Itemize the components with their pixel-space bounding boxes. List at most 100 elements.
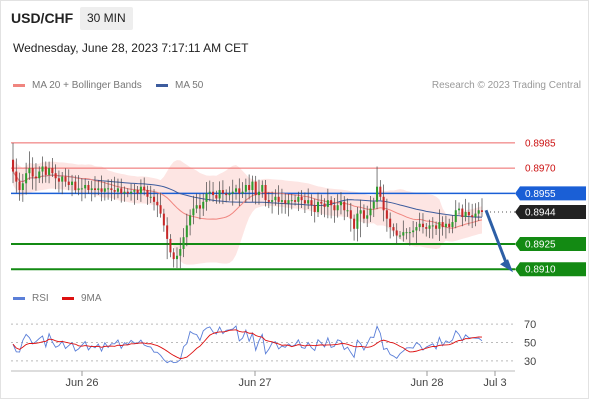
candle-body: [74, 181, 77, 191]
candle-body: [25, 173, 28, 184]
candle-body: [389, 218, 392, 228]
candle-body: [149, 196, 152, 198]
candle-body: [333, 205, 336, 211]
level-tag-0.8910: [515, 262, 586, 277]
legend-rsi: RSI: [13, 293, 49, 304]
candle-body: [297, 196, 300, 202]
level-tag-0.8925: [515, 236, 586, 251]
candle-body: [175, 255, 179, 260]
candle-body: [205, 193, 208, 202]
ma50-swatch: [156, 84, 168, 87]
candle-body: [182, 237, 185, 249]
candle-body: [474, 213, 477, 217]
candle-body: [323, 203, 326, 207]
candle-body: [136, 190, 139, 194]
candle-body: [90, 188, 93, 191]
candle-body: [448, 223, 451, 228]
candle-body: [343, 201, 346, 211]
candle-body: [21, 183, 24, 191]
candle-body: [464, 211, 467, 217]
candle-body: [254, 181, 257, 196]
level-label-0.8955: 0.8955: [525, 189, 556, 200]
candle-body: [248, 185, 251, 191]
candle-body: [172, 252, 175, 260]
candle-body: [379, 186, 382, 197]
candle-body: [267, 200, 270, 202]
datetime-label: Wednesday, June 28, 2023 7:17:11 AM CET: [13, 41, 249, 55]
candle-body: [179, 249, 182, 256]
candle-body: [146, 190, 149, 197]
candle-body: [349, 210, 352, 219]
candle-body: [38, 171, 41, 179]
ma9-swatch: [62, 297, 74, 300]
candle-body: [221, 190, 224, 194]
candle-body: [80, 188, 83, 190]
candle-body: [195, 205, 198, 209]
candle-body: [48, 168, 51, 175]
timeframe-badge[interactable]: 30 MIN: [80, 7, 133, 30]
candle-body: [398, 235, 402, 237]
candle-body: [120, 188, 123, 194]
candle-body: [130, 191, 133, 194]
candle-body: [202, 201, 205, 209]
candle-body: [412, 230, 415, 233]
candle-body: [93, 188, 97, 191]
candle-body: [444, 223, 447, 228]
copyright-text: Research © 2023 Trading Central: [431, 80, 581, 91]
candle-body: [353, 218, 356, 229]
candle-body: [218, 190, 221, 199]
candle-body: [280, 200, 283, 202]
candle-body: [113, 190, 116, 192]
candle-body: [277, 196, 280, 202]
candle-body: [44, 166, 47, 175]
candle-body: [244, 185, 247, 192]
candle-body: [461, 208, 464, 217]
candle-body: [139, 186, 142, 194]
candle-body: [77, 188, 80, 191]
candle-body: [116, 188, 119, 192]
candle-body: [408, 232, 411, 234]
candle-body: [454, 210, 457, 223]
candle-body: [303, 200, 306, 204]
candle-body: [212, 191, 215, 196]
candle-body: [84, 185, 87, 189]
rsi-tick-50: 50: [524, 338, 536, 350]
candle-body: [54, 173, 57, 179]
symbol-title: USD/CHF: [11, 10, 74, 26]
candle-body: [166, 225, 169, 239]
candle-body: [34, 176, 37, 179]
legend-ma50-label: MA 50: [175, 80, 204, 91]
ma20-swatch: [13, 84, 25, 87]
candle-body: [326, 200, 329, 207]
candle-body: [356, 213, 359, 229]
candle-body: [372, 201, 375, 209]
candle-body: [41, 166, 44, 172]
forecast-arrow-line: [484, 209, 509, 266]
candle-body: [126, 191, 129, 194]
legend-rsi-label: RSI: [32, 293, 49, 304]
candle-body: [366, 215, 369, 219]
candle-body: [421, 223, 424, 228]
candle-body: [143, 186, 146, 191]
candle-body: [97, 188, 100, 191]
candle-body: [264, 185, 267, 201]
rsi-tick-70: 70: [524, 319, 536, 331]
candle-body: [189, 215, 192, 226]
candle-body: [110, 188, 113, 191]
candle-body: [307, 200, 310, 204]
rsi-line: [12, 325, 483, 364]
candle-body: [284, 200, 287, 204]
level-label-0.8944: 0.8944: [525, 207, 556, 218]
candle-body: [169, 238, 172, 253]
candle-body: [261, 185, 264, 192]
x-tick-label: Jul 3: [483, 377, 506, 389]
legend-9ma-label: 9MA: [81, 293, 102, 304]
candle-body: [435, 225, 438, 229]
candle-body: [376, 186, 379, 202]
level-label-0.8910: 0.8910: [525, 265, 556, 276]
x-tick-label: Jun 26: [65, 377, 98, 389]
candle-body: [385, 210, 388, 219]
candle-body: [71, 181, 74, 185]
level-label-0.8985: 0.8985: [525, 138, 556, 149]
